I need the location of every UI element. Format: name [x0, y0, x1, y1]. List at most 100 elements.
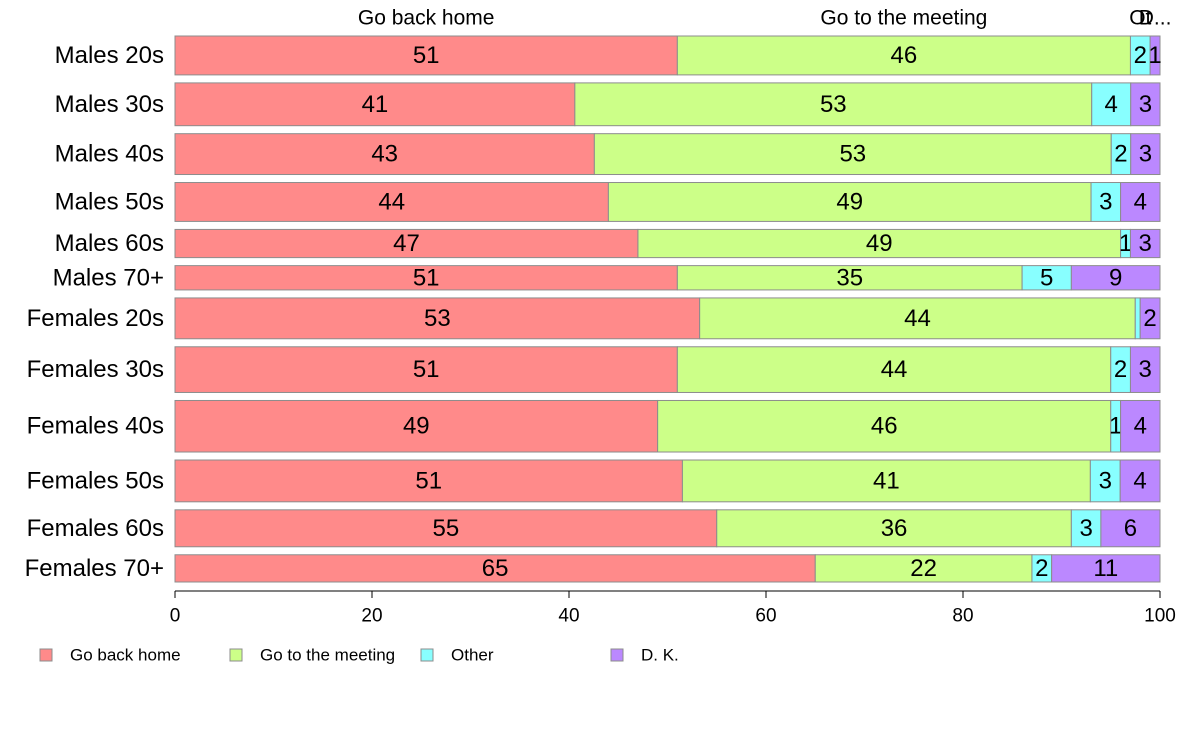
x-tick-label: 20	[361, 606, 382, 627]
bar-segment	[1139, 297, 1161, 340]
bar-segment	[676, 35, 1131, 76]
legend-swatch	[420, 648, 434, 662]
data-label: 1	[1109, 413, 1122, 440]
data-label: 46	[891, 42, 918, 69]
bar-segment	[1119, 459, 1161, 503]
category-label: Males 40s	[55, 141, 164, 168]
data-label: 53	[839, 141, 866, 168]
data-label: 22	[910, 555, 937, 582]
bar-segment	[1129, 346, 1161, 393]
x-tick-label: 100	[1144, 606, 1176, 627]
data-label: 51	[415, 467, 442, 494]
data-label: 47	[393, 230, 420, 257]
bar-segment	[1090, 182, 1122, 222]
bar-segment	[1021, 265, 1072, 291]
data-label: 1	[1148, 42, 1161, 69]
x-tick-label: 40	[558, 606, 579, 627]
category-label: Males 70+	[53, 264, 164, 291]
data-label: 3	[1099, 188, 1112, 215]
data-label: 46	[871, 413, 898, 440]
bar-segment	[657, 399, 1112, 453]
data-label: 41	[362, 91, 389, 118]
bar-segment	[1091, 82, 1132, 127]
data-label: 3	[1099, 467, 1112, 494]
category-label: Females 70+	[25, 555, 164, 582]
data-label: 2	[1114, 141, 1127, 168]
data-label: 55	[433, 515, 460, 542]
bar-segment	[174, 297, 701, 340]
data-label: 2	[1035, 555, 1048, 582]
data-label: 65	[482, 555, 509, 582]
category-label: Females 30s	[27, 356, 164, 383]
data-label: 44	[904, 305, 931, 332]
data-label: 3	[1139, 356, 1152, 383]
bar-segment	[716, 509, 1072, 548]
bar-segment	[676, 346, 1112, 393]
legend-entry: Go to the meeting	[260, 646, 395, 665]
bar-segment	[699, 297, 1136, 340]
bar-segment	[1134, 297, 1141, 340]
bar-segment	[174, 265, 678, 291]
data-label: 2	[1114, 356, 1127, 383]
bar-segment	[676, 265, 1023, 291]
legend-entry: Go back home	[70, 646, 181, 665]
bar-segment	[1089, 459, 1121, 503]
data-label: 4	[1105, 91, 1118, 118]
bar-segment	[1120, 399, 1161, 453]
data-label: 51	[413, 264, 440, 291]
bar-segment	[174, 35, 678, 76]
bar-segment	[1130, 82, 1161, 127]
data-label: 9	[1109, 264, 1122, 291]
bar-segment	[1070, 265, 1161, 291]
data-label: 53	[820, 91, 847, 118]
bar-segment	[1070, 509, 1102, 548]
bar-segment	[174, 228, 639, 259]
bar-segment	[174, 554, 816, 583]
data-label: 2	[1143, 305, 1156, 332]
data-label: 36	[881, 515, 908, 542]
data-label: 44	[881, 356, 908, 383]
category-label: Males 30s	[55, 91, 164, 118]
category-label: Males 20s	[55, 42, 164, 69]
legend-swatch	[39, 648, 53, 662]
data-label: 49	[866, 230, 893, 257]
data-label: 44	[378, 188, 405, 215]
data-label: 2	[1134, 42, 1147, 69]
data-label: 3	[1139, 230, 1152, 257]
bar-segment	[1149, 35, 1161, 76]
category-label: Females 60s	[27, 515, 164, 542]
category-label: Males 60s	[55, 230, 164, 257]
x-tick-label: 0	[170, 606, 181, 627]
data-label: 49	[403, 413, 430, 440]
bar-segment	[1130, 133, 1161, 176]
bar-segment	[174, 459, 683, 503]
data-label: 5	[1040, 264, 1053, 291]
bar-segment	[1120, 182, 1161, 222]
bar-segment	[174, 399, 659, 453]
bar-segment	[593, 133, 1112, 176]
category-label: Females 50s	[27, 467, 164, 494]
category-label: Females 20s	[27, 305, 164, 332]
bar-segment	[607, 182, 1092, 222]
data-label: 4	[1134, 413, 1147, 440]
category-label: Females 40s	[27, 413, 164, 440]
legend-entry: D. K.	[641, 646, 679, 665]
legend-swatch	[610, 648, 624, 662]
bar-segment	[174, 182, 609, 222]
data-label: 4	[1134, 188, 1147, 215]
bar-segment	[1051, 554, 1161, 583]
top-series-label: Go back home	[358, 7, 495, 30]
x-tick-label: 60	[755, 606, 776, 627]
data-label: 53	[424, 305, 451, 332]
data-label: 51	[413, 356, 440, 383]
bar-segment	[1129, 228, 1161, 259]
data-label: 3	[1139, 91, 1152, 118]
category-label: Males 50s	[55, 188, 164, 215]
bar-segment	[174, 133, 595, 176]
data-label: 3	[1139, 141, 1152, 168]
bar-segment	[574, 82, 1093, 127]
top-series-label: Go to the meeting	[820, 7, 987, 30]
bar-segment	[174, 509, 718, 548]
